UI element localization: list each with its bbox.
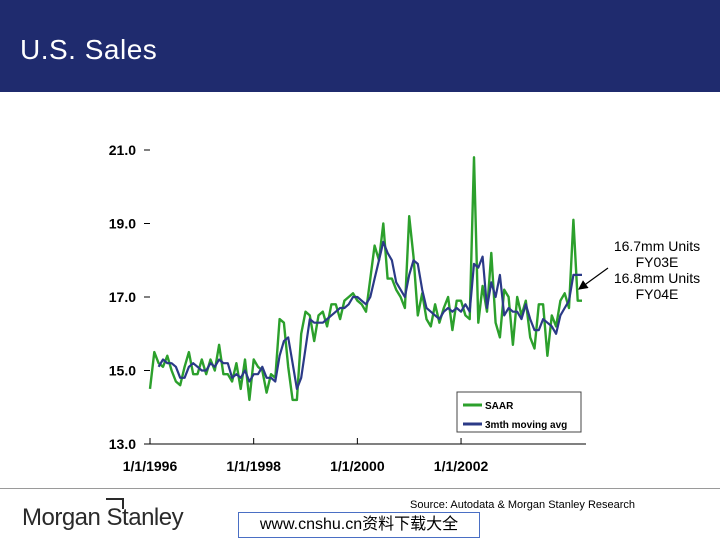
forecast-annotation: 16.7mm Units FY03E 16.8mm Units FY04E xyxy=(596,238,718,302)
header-bar: U.S. Sales xyxy=(0,0,720,92)
moving-avg-series-line xyxy=(157,240,582,390)
logo-mark-icon xyxy=(106,498,124,509)
page-title: U.S. Sales xyxy=(20,34,158,65)
annotation-line: FY04E xyxy=(635,286,679,302)
y-tick-label: 17.0 xyxy=(109,289,136,305)
x-tick-label: 1/1/1996 xyxy=(123,458,178,474)
x-tick-label: 1/1/2000 xyxy=(330,458,385,474)
annotation-line: 16.7mm Units xyxy=(613,238,701,254)
chart-legend: SAAR 3mth moving avg xyxy=(456,391,582,433)
annotation-line: FY03E xyxy=(635,254,679,270)
legend-label: SAAR xyxy=(485,401,514,412)
annotation-line: 16.8mm Units xyxy=(613,270,701,286)
watermark-link[interactable]: www.cnshu.cn资料下载大全 xyxy=(238,512,480,538)
x-tick-label: 1/1/1998 xyxy=(226,458,281,474)
y-tick-label: 13.0 xyxy=(109,436,136,452)
x-tick-label: 1/1/2002 xyxy=(434,458,489,474)
legend-label: 3mth moving avg xyxy=(485,420,567,431)
y-tick-label: 15.0 xyxy=(109,363,136,379)
company-logo: Morgan Stanley xyxy=(22,504,184,531)
saar-series-line xyxy=(148,156,582,402)
annotation-arrow xyxy=(578,267,609,290)
x-axis: 1/1/1996 1/1/1998 1/1/2000 1/1/2002 xyxy=(123,438,586,474)
source-note: Source: Autodata & Morgan Stanley Resear… xyxy=(410,499,636,511)
arrow-line xyxy=(578,267,609,290)
y-axis: 13.0 15.0 17.0 19.0 21.0 xyxy=(109,142,150,452)
chart-series xyxy=(148,156,582,402)
y-tick-label: 19.0 xyxy=(109,216,136,232)
y-tick-label: 21.0 xyxy=(109,142,136,158)
footer-divider xyxy=(0,488,720,489)
